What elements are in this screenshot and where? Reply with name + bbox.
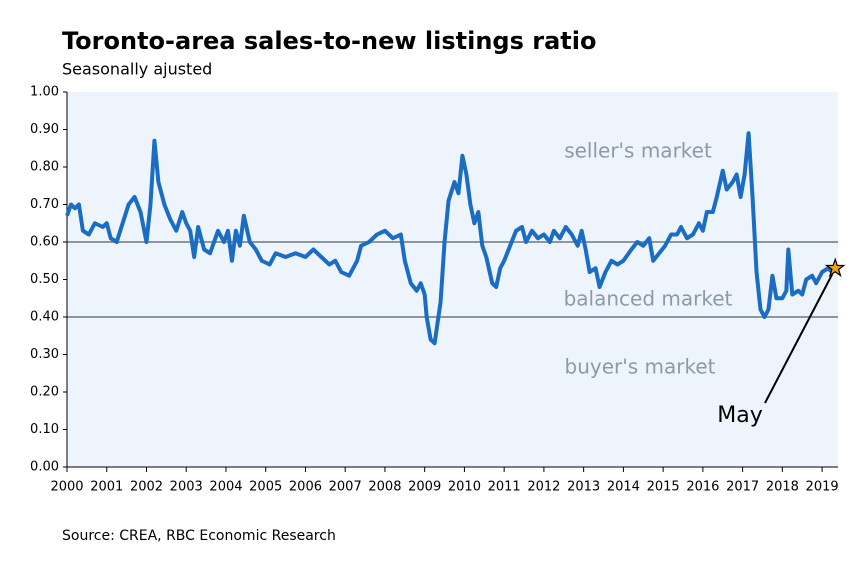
y-tick-label: 0.40 xyxy=(30,310,59,325)
y-tick-label: 0.30 xyxy=(30,347,59,362)
plot-area xyxy=(67,92,838,467)
annotation: balanced market xyxy=(564,287,733,311)
annotation-arrow xyxy=(764,273,834,404)
x-tick-label: 2002 xyxy=(130,480,163,495)
y-tick-label: 0.70 xyxy=(30,197,59,212)
x-tick-label: 2012 xyxy=(527,480,560,495)
y-tick-label: 0.20 xyxy=(30,385,59,400)
last-point-star xyxy=(824,257,846,278)
y-tick-label: 1.00 xyxy=(30,85,59,100)
line xyxy=(65,131,837,346)
x-tick-label: 2016 xyxy=(686,480,719,495)
chart-subtitle: Seasonally ajusted xyxy=(62,60,212,79)
x-tick-label: 2003 xyxy=(170,480,203,495)
x-tick-label: 2019 xyxy=(806,480,839,495)
x-tick-label: 2015 xyxy=(647,480,680,495)
x-tick-label: 2010 xyxy=(448,480,481,495)
x-tick-label: 2005 xyxy=(249,480,282,495)
x-tick-label: 2013 xyxy=(567,480,600,495)
x-tick-label: 2006 xyxy=(289,480,322,495)
annotation: May xyxy=(717,403,762,428)
x-tick-label: 2009 xyxy=(408,480,441,495)
x-tick-label: 2014 xyxy=(607,480,640,495)
x-tick-label: 2000 xyxy=(50,480,83,495)
x-tick-label: 2001 xyxy=(90,480,123,495)
x-tick-label: 2007 xyxy=(329,480,362,495)
x-tick-label: 2011 xyxy=(488,480,521,495)
annotation: buyer's market xyxy=(565,355,716,379)
y-tick-label: 0.80 xyxy=(30,160,59,175)
y-tick-label: 0.00 xyxy=(30,460,59,475)
x-tick-label: 2017 xyxy=(726,480,759,495)
y-tick-label: 0.10 xyxy=(30,422,59,437)
x-tick-label: 2004 xyxy=(209,480,242,495)
y-tick-label: 0.60 xyxy=(30,235,59,250)
annotation: seller's market xyxy=(564,139,712,163)
y-tick-label: 0.90 xyxy=(30,122,59,137)
y-tick-label: 0.50 xyxy=(30,272,59,287)
x-tick-label: 2018 xyxy=(766,480,799,495)
source: Source: CREA, RBC Economic Research xyxy=(62,528,336,544)
chart-title: Toronto-area sales-to-new listings ratio xyxy=(62,27,596,55)
x-tick-label: 2008 xyxy=(368,480,401,495)
